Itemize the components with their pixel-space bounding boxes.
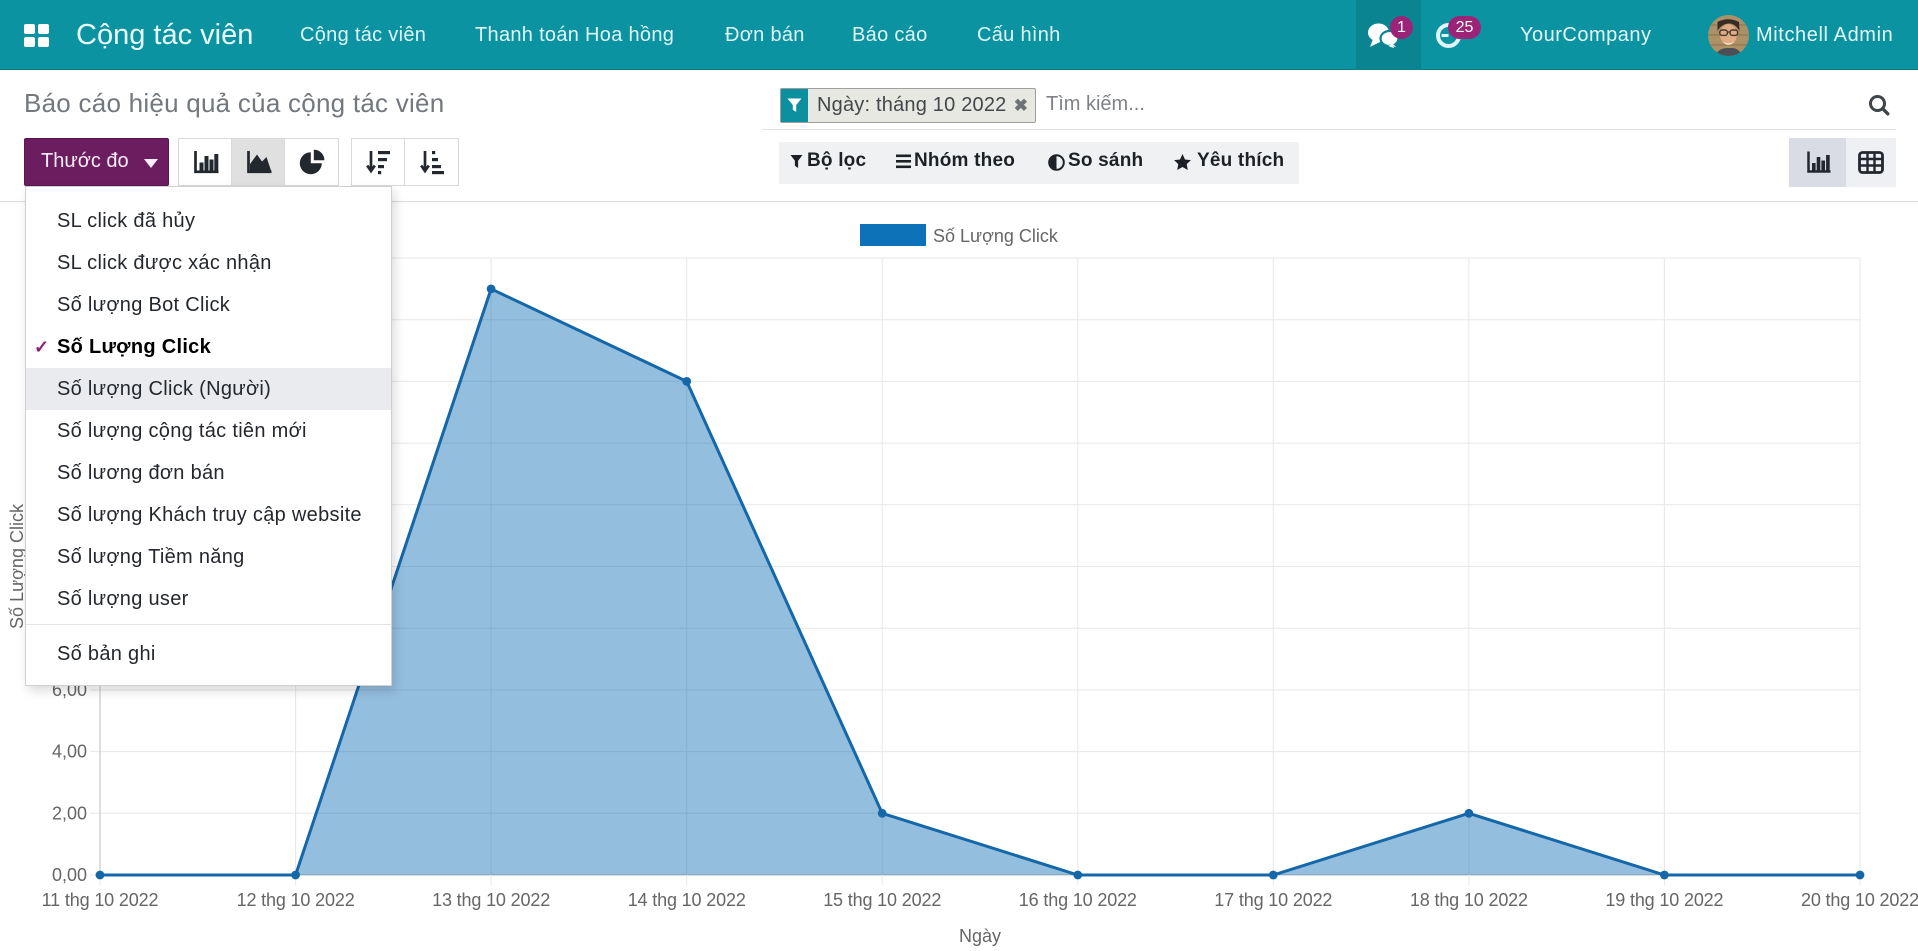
svg-text:16 thg 10 2022: 16 thg 10 2022 [1019,890,1137,910]
svg-text:19 thg 10 2022: 19 thg 10 2022 [1605,890,1723,910]
svg-text:12 thg 10 2022: 12 thg 10 2022 [237,890,355,910]
svg-text:4,00: 4,00 [52,742,87,762]
svg-text:20 thg 10 2022: 20 thg 10 2022 [1801,890,1918,910]
svg-text:11 thg 10 2022: 11 thg 10 2022 [42,890,159,910]
svg-text:0,00: 0,00 [52,865,87,885]
svg-text:17 thg 10 2022: 17 thg 10 2022 [1214,890,1332,910]
svg-text:Số Lượng Click: Số Lượng Click [7,503,27,629]
svg-text:13 thg 10 2022: 13 thg 10 2022 [432,890,550,910]
svg-text:14 thg 10 2022: 14 thg 10 2022 [628,890,746,910]
svg-text:15 thg 10 2022: 15 thg 10 2022 [823,890,941,910]
svg-text:18 thg 10 2022: 18 thg 10 2022 [1410,890,1528,910]
svg-text:2,00: 2,00 [52,803,87,823]
svg-text:Số Lượng Click: Số Lượng Click [933,226,1059,246]
svg-text:Ngày: Ngày [959,926,1001,946]
